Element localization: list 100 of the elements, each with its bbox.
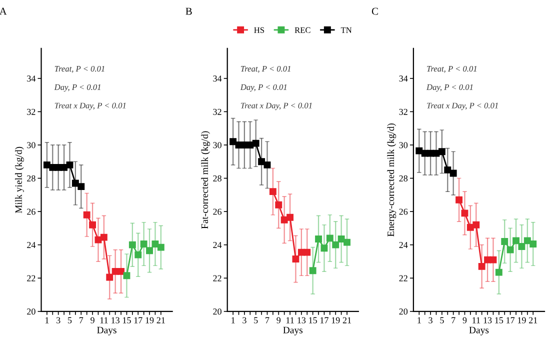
x-tick-label: 15 [495,317,504,324]
y-tick-label: 22 [399,275,408,282]
x-tick-label: 11 [472,317,480,324]
chart-title: B [186,8,192,15]
x-tick-label: 9 [90,317,94,324]
x-axis-title: Days [469,326,489,336]
point [292,256,300,262]
y-tick-label: 30 [213,142,222,148]
point [275,201,282,208]
point [146,247,153,254]
x-tick-label: 13 [484,317,492,324]
point [416,147,423,154]
y-tick-label: 32 [27,108,36,115]
point [495,268,502,276]
point [472,221,480,228]
y-tick-label: 28 [399,175,408,182]
y-axis-title: Fat-corrected milk (kg/d) [201,131,210,229]
point [427,150,434,157]
x-tick-label: 13 [298,317,306,324]
point [320,244,328,252]
y-tick-label: 34 [399,76,408,82]
x-tick-label: 7 [266,317,270,324]
point [280,216,288,224]
x-tick-label: 11 [100,317,108,324]
point [478,262,486,270]
x-tick-label: 1 [232,317,235,324]
x-tick-label: 3 [242,317,246,324]
x-tick-label: 7 [79,317,84,324]
y-tick-label: 20 [213,308,222,315]
point [438,148,446,156]
point [152,240,159,248]
point [252,140,260,147]
point [466,224,474,231]
x-tick-label: 17 [506,317,515,324]
point [506,246,514,254]
y-tick-label: 20 [27,308,36,315]
point [49,164,56,171]
point [60,164,68,171]
point [456,196,462,204]
point [286,214,294,221]
y-tick-label: 26 [213,208,222,215]
point [140,240,148,248]
y-tick-label: 32 [213,108,222,115]
point [309,267,316,274]
legend-label: HS [254,27,264,33]
y-tick-label: 20 [399,308,408,315]
point [43,161,50,168]
point [157,244,164,251]
y-tick-label: 28 [213,175,222,182]
y-tick-label: 30 [399,142,408,148]
point [258,158,266,166]
x-tick-label: 17 [320,317,328,324]
annotation: Day, P < 0.01 [54,84,100,92]
point [524,237,531,244]
point [501,238,508,245]
point [106,274,114,281]
annotation: Day, P < 0.01 [240,84,286,92]
annotation: Treat, P < 0.01 [241,66,290,73]
x-tick-label: 3 [428,317,432,324]
point [83,211,90,218]
x-tick-label: 3 [56,317,60,324]
point [344,238,350,246]
point [461,210,468,217]
x-tick-label: 1 [45,317,49,324]
x-tick-label: 1 [418,317,421,324]
point [118,268,124,275]
point [518,243,526,250]
point [444,166,452,174]
y-tick-label: 30 [27,142,36,148]
x-axis-title: Days [283,326,303,336]
point [230,138,237,146]
x-tick-label: 5 [68,317,72,324]
point [326,234,334,242]
y-tick-label: 24 [27,242,36,248]
point [490,256,497,264]
x-tick-label: 19 [146,317,154,324]
point [269,188,276,196]
x-tick-label: 9 [276,317,281,324]
y-tick-label: 24 [213,242,222,248]
legend-label: TN [340,27,352,33]
x-tick-label: 19 [518,317,526,324]
x-tick-label: 5 [254,317,258,324]
point [128,241,136,248]
x-tick-label: 7 [452,317,456,324]
x-axis-title: Days [97,326,116,336]
x-tick-label: 19 [332,317,340,324]
point [304,248,311,256]
y-tick-label: 34 [213,76,222,82]
x-tick-label: 17 [134,317,142,324]
point [100,234,108,241]
y-tick-label: 24 [399,242,408,248]
x-tick-label: 9 [462,317,467,324]
x-tick-label: 13 [112,317,120,324]
annotation: Treat x Day, P < 0.01 [54,102,126,110]
y-tick-label: 34 [27,76,36,82]
point [66,161,74,168]
point [134,251,142,258]
y-tick-label: 26 [27,208,36,215]
legend-label: REC [294,27,310,33]
point [123,272,130,280]
